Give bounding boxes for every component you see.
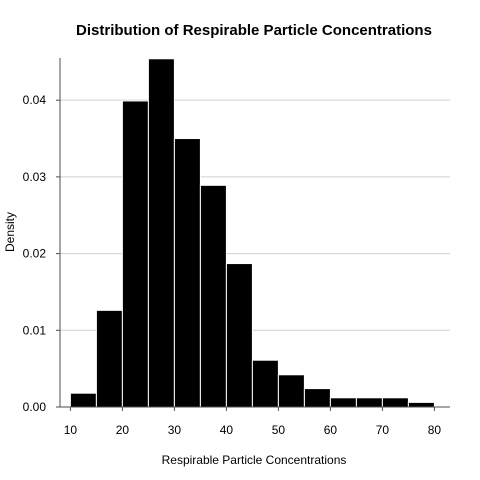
x-tick-label: 10 xyxy=(64,423,78,437)
x-tick-label: 80 xyxy=(428,423,442,437)
histogram-bar xyxy=(303,388,331,408)
histogram-bar xyxy=(69,392,97,408)
x-tick-label: 30 xyxy=(168,423,182,437)
y-tick-label: 0.02 xyxy=(23,247,47,261)
histogram-bar xyxy=(147,58,175,408)
x-axis-ticks: 10 20 30 40 50 60 70 80 xyxy=(64,407,442,437)
histogram-bar xyxy=(407,401,435,408)
y-tick-label: 0.04 xyxy=(23,93,47,107)
x-axis-label: Respirable Particle Concentrations xyxy=(162,453,347,467)
histogram-bars xyxy=(69,58,435,408)
histogram-bar xyxy=(381,397,409,408)
y-axis-label: Density xyxy=(3,212,17,252)
chart-title: Distribution of Respirable Particle Conc… xyxy=(76,22,432,39)
y-tick-label: 0.01 xyxy=(23,323,47,337)
x-tick-label: 50 xyxy=(272,423,286,437)
y-tick-label: 0.00 xyxy=(23,400,47,414)
histogram-bar xyxy=(199,184,227,408)
x-tick-label: 20 xyxy=(116,423,130,437)
histogram-bar xyxy=(277,374,305,408)
histogram-bar xyxy=(173,138,201,408)
histogram-bar xyxy=(121,100,149,408)
x-tick-label: 40 xyxy=(220,423,234,437)
histogram-bar xyxy=(95,309,123,408)
histogram-bar xyxy=(251,359,279,408)
y-tick-label: 0.03 xyxy=(23,170,47,184)
axes xyxy=(59,58,450,408)
x-tick-label: 60 xyxy=(324,423,338,437)
histogram-bar xyxy=(329,397,357,408)
histogram-bar xyxy=(355,397,383,408)
x-tick-label: 70 xyxy=(376,423,390,437)
histogram-bar xyxy=(225,263,253,408)
y-axis-ticks: 0.00 0.01 0.02 0.03 0.04 xyxy=(23,93,60,414)
